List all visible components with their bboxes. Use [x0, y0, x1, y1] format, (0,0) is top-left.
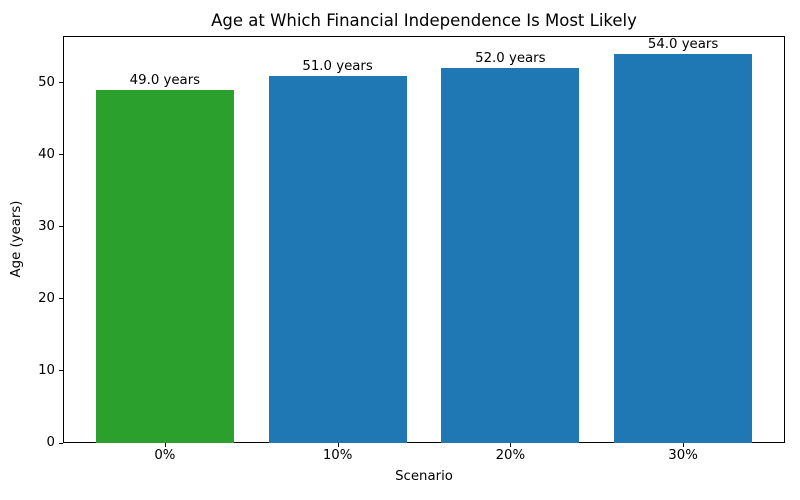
- x-tick-30%: [683, 443, 685, 447]
- bar-0%: [95, 90, 234, 443]
- x-tick-label-30%: 30%: [668, 448, 698, 463]
- bar-10%: [268, 75, 407, 443]
- plot-area: 49.0 years 0% 51.0 years 10% 52.0 years 20% 54…: [38, 36, 785, 463]
- x-tick-0%: [164, 443, 166, 447]
- x-tick-10%: [337, 443, 339, 447]
- chart-title: Age at Which Financial Independence Is M…: [211, 11, 637, 30]
- x-tick-20%: [510, 443, 512, 447]
- y-tick-40: [59, 154, 63, 156]
- bar-value-label-20%: 52.0 years: [475, 51, 546, 67]
- bar-20%: [441, 68, 580, 443]
- y-tick-label-0: 0: [46, 435, 55, 450]
- y-axis-label: Age (years): [9, 200, 24, 278]
- x-axis-label: Scenario: [395, 469, 453, 484]
- y-tick-label-40: 40: [38, 146, 55, 162]
- y-tick-label-20: 20: [38, 290, 55, 306]
- x-tick-label-10%: 10%: [322, 448, 353, 463]
- y-tick-label-30: 30: [38, 218, 55, 234]
- bar-30%: [614, 54, 753, 443]
- bar-value-label-30%: 54.0 years: [647, 37, 719, 53]
- y-tick-label-50: 50: [38, 74, 55, 90]
- y-tick-label-10: 10: [38, 362, 55, 378]
- y-tick-30: [59, 226, 63, 228]
- y-tick-10: [59, 370, 63, 372]
- y-tick-0: [59, 442, 63, 444]
- bar-value-label-10%: 51.0 years: [302, 58, 373, 74]
- y-tick-20: [59, 298, 63, 300]
- x-tick-label-0%: 0%: [154, 448, 176, 463]
- bar-value-label-0%: 49.0 years: [129, 73, 201, 89]
- y-tick-50: [59, 82, 63, 84]
- x-tick-label-20%: 20%: [495, 448, 526, 463]
